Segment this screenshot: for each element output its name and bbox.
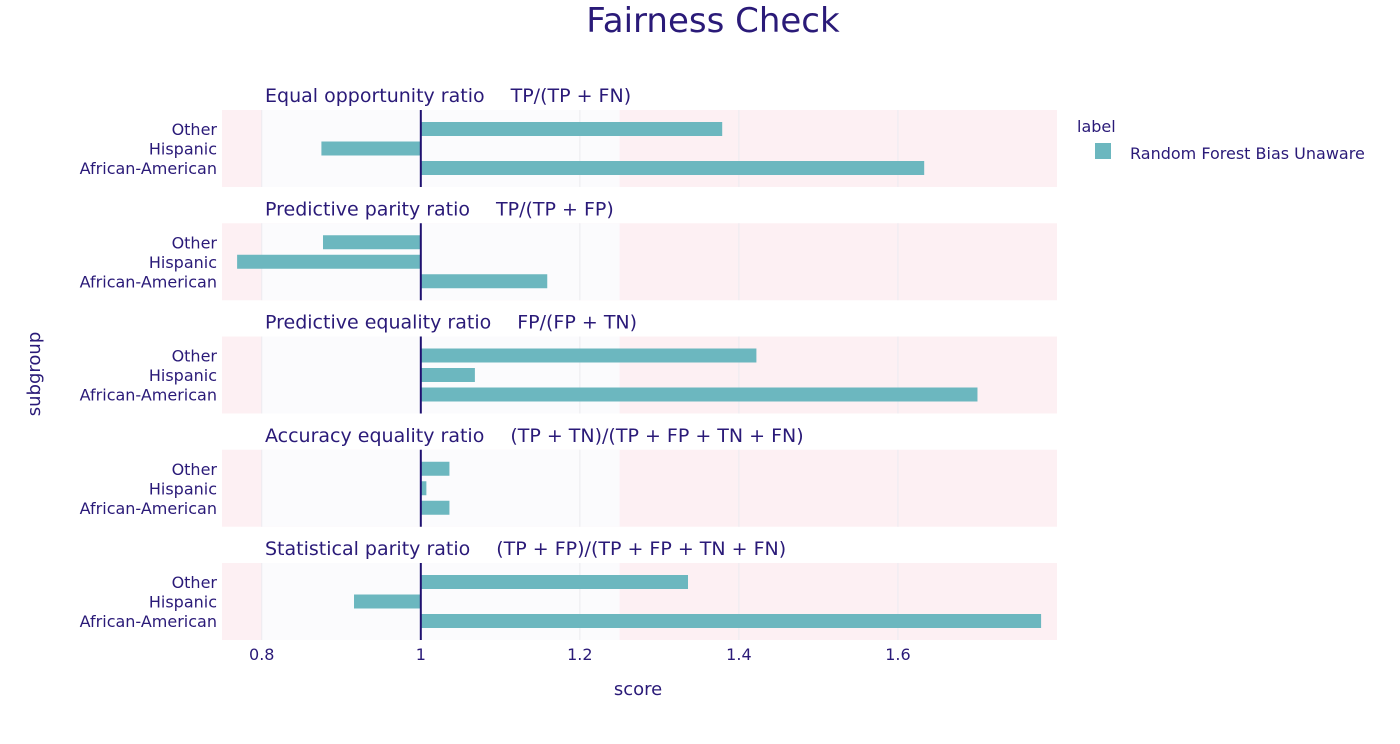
y-tick-label: Other xyxy=(172,573,218,592)
panel-formula: (TP + FP)/(TP + FP + TN + FN) xyxy=(496,538,786,560)
y-tick-label: Hispanic xyxy=(149,140,217,159)
bar-african-american[interactable] xyxy=(420,500,450,515)
acceptable-band xyxy=(261,563,620,640)
legend-swatch[interactable] xyxy=(1095,143,1111,159)
y-tick-label: Hispanic xyxy=(149,593,217,612)
legend-entry-label[interactable]: Random Forest Bias Unaware xyxy=(1130,144,1365,163)
panel-metric-name: Predictive equality ratio xyxy=(265,312,491,334)
panel-formula: TP/(TP + FP) xyxy=(495,198,614,220)
y-tick-label: African-American xyxy=(80,272,217,291)
bar-african-american[interactable] xyxy=(420,161,925,175)
panel-title: Equal opportunity ratio TP/(TP + FN) xyxy=(265,85,631,107)
bar-hispanic[interactable] xyxy=(321,141,421,156)
bar-hispanic[interactable] xyxy=(420,368,475,382)
bar-hispanic[interactable] xyxy=(237,254,421,269)
panel-3: Predictive equality ratio FP/(FP + TN) Oth… xyxy=(80,312,1057,414)
x-tick-label: 1.2 xyxy=(567,645,592,664)
panel-title: Statistical parity ratio (TP + FP)/(TP + … xyxy=(265,538,786,560)
bar-other[interactable] xyxy=(322,235,421,250)
x-tick-label: 0.8 xyxy=(249,645,274,664)
bar-african-american[interactable] xyxy=(420,387,978,402)
x-tick-label: 1 xyxy=(416,645,426,664)
legend: label Random Forest Bias Unaware xyxy=(1077,117,1365,163)
panel-formula: (TP + TN)/(TP + FP + TN + FN) xyxy=(510,425,803,447)
panels: Equal opportunity ratio TP/(TP + FN) Other… xyxy=(80,85,1057,640)
panel-formula: FP/(FP + TN) xyxy=(517,312,637,334)
y-tick-label: Hispanic xyxy=(149,479,217,498)
panel-title: Accuracy equality ratio (TP + TN)/(TP + F… xyxy=(265,425,804,447)
bar-other[interactable] xyxy=(420,461,450,476)
legend-title: label xyxy=(1077,117,1116,136)
y-tick-label: Other xyxy=(172,233,218,252)
bar-african-american[interactable] xyxy=(420,274,548,289)
panel-1: Equal opportunity ratio TP/(TP + FN) Other… xyxy=(80,85,1057,187)
acceptable-band xyxy=(261,449,620,527)
y-tick-label: African-American xyxy=(80,499,217,518)
panel-title: Predictive equality ratio FP/(FP + TN) xyxy=(265,312,637,334)
bar-african-american[interactable] xyxy=(420,614,1042,628)
y-tick-label: Other xyxy=(172,347,218,366)
panel-metric-name: Predictive parity ratio xyxy=(265,198,470,220)
panel-title: Predictive parity ratio TP/(TP + FP) xyxy=(265,198,614,220)
chart-title: Fairness Check xyxy=(586,1,840,41)
acceptable-band xyxy=(261,110,620,187)
panel-2: Predictive parity ratio TP/(TP + FP) Other… xyxy=(80,198,1057,301)
y-tick-label: Other xyxy=(172,460,218,479)
panel-metric-name: Statistical parity ratio xyxy=(265,538,470,560)
y-tick-label: African-American xyxy=(80,386,217,405)
panel-metric-name: Equal opportunity ratio xyxy=(265,85,485,107)
bar-hispanic[interactable] xyxy=(354,594,421,609)
y-tick-label: Hispanic xyxy=(149,366,217,385)
x-axis: 0.8 1 1.2 1.4 1.6 xyxy=(249,645,911,664)
x-axis-label: score xyxy=(614,679,662,700)
panel-5: Statistical parity ratio (TP + FP)/(TP + … xyxy=(80,538,1057,640)
y-tick-label: African-American xyxy=(80,159,217,178)
panel-formula: TP/(TP + FN) xyxy=(510,85,632,107)
bar-other[interactable] xyxy=(420,348,757,363)
bar-other[interactable] xyxy=(420,122,723,136)
x-tick-label: 1.4 xyxy=(726,645,751,664)
bar-other[interactable] xyxy=(420,575,689,589)
panel-4: Accuracy equality ratio (TP + TN)/(TP + F… xyxy=(80,425,1057,527)
y-axis-label: subgroup xyxy=(24,332,45,417)
bar-hispanic[interactable] xyxy=(420,481,427,496)
panel-metric-name: Accuracy equality ratio xyxy=(265,425,484,447)
y-tick-label: Other xyxy=(172,120,218,139)
x-tick-label: 1.6 xyxy=(885,645,910,664)
y-tick-label: Hispanic xyxy=(149,253,217,272)
y-tick-label: African-American xyxy=(80,612,217,631)
